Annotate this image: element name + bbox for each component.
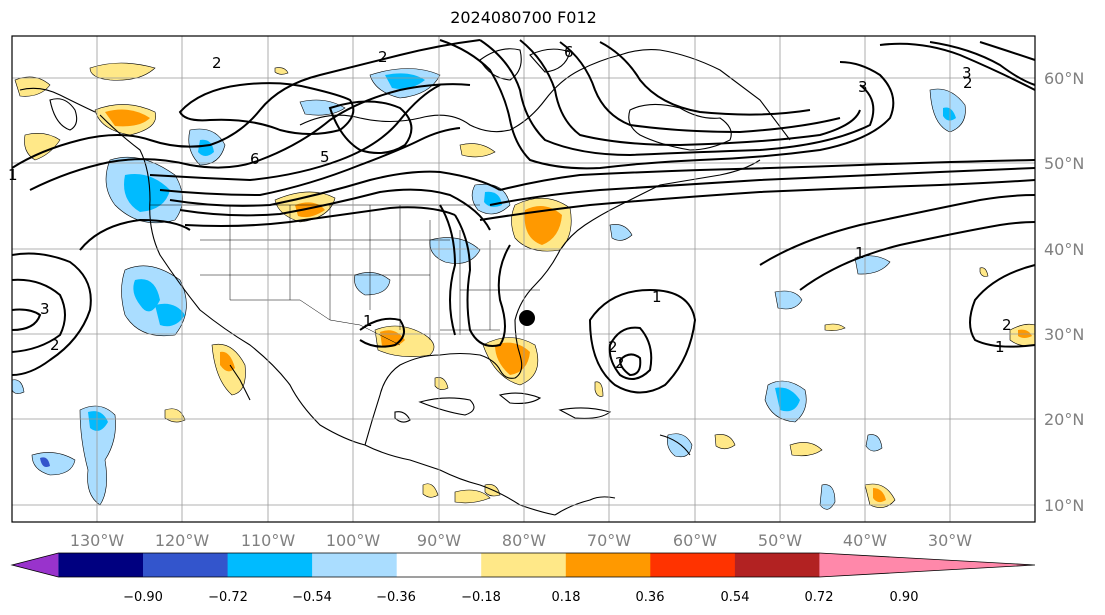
lon-label: 100°W (326, 531, 381, 550)
lon-label: 30°W (928, 531, 972, 550)
contour-label: 2 (1002, 316, 1012, 334)
lon-label: 50°W (758, 531, 802, 550)
storm-center-dot (519, 310, 535, 326)
colorbar-tick-label: −0.54 (292, 590, 332, 605)
lat-label: 10°N (1044, 496, 1084, 515)
colorbar-tick-label: 0.72 (805, 590, 834, 605)
contour-label-group: 2 6 5 1 6 3 2 3 2 1 2 3 2 1 1 2 2 1 (8, 43, 1012, 372)
contour-label: 6 (250, 150, 260, 168)
colorbar-over-arrow (819, 553, 1035, 577)
colorbar-swatch (565, 553, 651, 577)
coastlines (19, 48, 791, 516)
map-title: 2024080700 F012 (450, 8, 597, 27)
colorbar-swatch (396, 553, 482, 577)
lon-label: 70°W (587, 531, 631, 550)
lat-label: 20°N (1044, 410, 1084, 429)
lon-label: 120°W (155, 531, 210, 550)
plot-border (11, 35, 1036, 523)
colorbar-tick-label: 0.36 (636, 590, 665, 605)
contour-label: 2 (615, 354, 625, 372)
contour-label: 6 (564, 43, 574, 61)
lon-label: 80°W (502, 531, 546, 550)
colorbar-tick-label: 0.54 (721, 590, 750, 605)
colorbar-tick-label: −0.36 (376, 590, 416, 605)
contour-label: 3 (40, 300, 50, 318)
colorbar-swatch (58, 553, 144, 577)
lat-labels: 60°N 50°N 40°N 30°N 20°N 10°N (1044, 69, 1084, 515)
contour-label: 1 (363, 312, 373, 330)
contour-label: 1 (652, 288, 662, 306)
lat-label: 30°N (1044, 325, 1084, 344)
contour-label: 5 (320, 148, 330, 166)
contour-lines (11, 39, 1036, 394)
colorbar-tick-label: −0.72 (208, 590, 248, 605)
lon-label: 40°W (843, 531, 887, 550)
colorbar-swatch (312, 553, 398, 577)
lon-label: 130°W (70, 531, 125, 550)
colorbar-tick-label: −0.18 (461, 590, 501, 605)
contour-label: 1 (8, 166, 18, 184)
lon-label: 90°W (417, 531, 461, 550)
contour-label: 2 (50, 336, 60, 354)
lon-label: 110°W (241, 531, 296, 550)
colorbar-swatch (227, 553, 313, 577)
contour-label: 2 (608, 338, 618, 356)
colorbar-ticks: −0.90 −0.72 −0.54 −0.36 −0.18 0.18 0.36 … (123, 590, 918, 605)
colorbar-swatch (143, 553, 229, 577)
colorbar-tick-label: 0.90 (890, 590, 919, 605)
colorbar-tick-label: −0.90 (123, 590, 163, 605)
colorbar (10, 552, 1036, 578)
contour-label: 1 (995, 338, 1005, 356)
contour-label: 2 (963, 74, 973, 92)
colorbar-swatch (481, 553, 567, 577)
contour-label: 3 (858, 78, 868, 96)
political-borders (150, 204, 540, 346)
colorbar-under-arrow (12, 553, 59, 577)
contour-label: 1 (855, 244, 865, 262)
contour-label: 3 (962, 64, 972, 82)
colorbar-outline (10, 552, 1036, 578)
contour-label: 2 (212, 54, 222, 72)
colorbar-swatch (650, 553, 736, 577)
lat-label: 40°N (1044, 240, 1084, 259)
contour-label: 2 (378, 48, 388, 66)
gridlines (12, 36, 1035, 522)
colorbar-tick-label: 0.18 (552, 590, 581, 605)
lat-label: 50°N (1044, 154, 1084, 173)
lon-labels: 130°W 120°W 110°W 100°W 90°W 80°W 70°W 6… (70, 531, 972, 550)
colorbar-swatch (734, 553, 820, 577)
map-frame (12, 36, 1035, 522)
lon-label: 60°W (673, 531, 717, 550)
lat-label: 60°N (1044, 69, 1084, 88)
